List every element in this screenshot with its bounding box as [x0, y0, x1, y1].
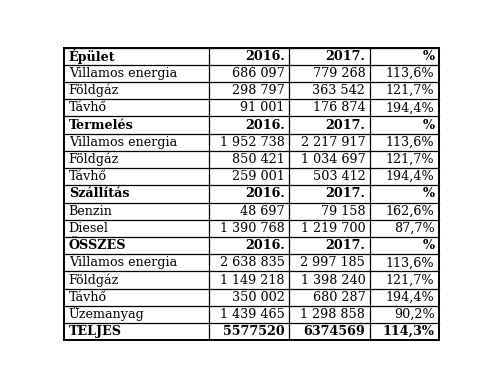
Text: 503 412: 503 412: [313, 170, 365, 183]
Text: 1 439 465: 1 439 465: [220, 308, 285, 321]
Text: 363 542: 363 542: [313, 84, 365, 97]
Text: 2017.: 2017.: [325, 50, 365, 63]
Text: 850 421: 850 421: [232, 153, 285, 166]
Text: 2017.: 2017.: [325, 239, 365, 252]
Text: 2016.: 2016.: [245, 239, 285, 252]
Text: 194,4%: 194,4%: [386, 101, 435, 114]
Text: 121,7%: 121,7%: [386, 153, 435, 166]
Text: Épület: Épület: [69, 49, 116, 64]
Text: Diesel: Diesel: [69, 222, 109, 235]
Text: Villamos energia: Villamos energia: [69, 256, 177, 269]
Text: 1 298 858: 1 298 858: [300, 308, 365, 321]
Text: 2 217 917: 2 217 917: [301, 136, 365, 149]
Text: 2016.: 2016.: [245, 50, 285, 63]
Text: 176 874: 176 874: [313, 101, 365, 114]
Text: 6374569: 6374569: [303, 325, 365, 338]
Text: %: %: [422, 239, 435, 252]
Text: 2017.: 2017.: [325, 187, 365, 200]
Text: Földgáz: Földgáz: [69, 273, 119, 287]
Text: 194,4%: 194,4%: [386, 170, 435, 183]
Text: Távhő: Távhő: [69, 291, 107, 304]
Text: 2 638 835: 2 638 835: [220, 256, 285, 269]
Text: 2 997 185: 2 997 185: [300, 256, 365, 269]
Text: ÖSSZES: ÖSSZES: [69, 239, 126, 252]
Text: 113,6%: 113,6%: [386, 136, 435, 149]
Text: 5577520: 5577520: [223, 325, 285, 338]
Text: 114,3%: 114,3%: [383, 325, 435, 338]
Text: 1 219 700: 1 219 700: [301, 222, 365, 235]
Text: %: %: [422, 187, 435, 200]
Text: 686 097: 686 097: [232, 67, 285, 80]
Text: Villamos energia: Villamos energia: [69, 136, 177, 149]
Text: 121,7%: 121,7%: [386, 84, 435, 97]
Text: 680 287: 680 287: [313, 291, 365, 304]
Text: 162,6%: 162,6%: [386, 205, 435, 218]
Text: %: %: [422, 50, 435, 63]
Text: 87,7%: 87,7%: [394, 222, 435, 235]
Text: 113,6%: 113,6%: [386, 256, 435, 269]
Text: 48 697: 48 697: [240, 205, 285, 218]
Text: 91 001: 91 001: [240, 101, 285, 114]
Text: Földgáz: Földgáz: [69, 84, 119, 98]
Text: 121,7%: 121,7%: [386, 273, 435, 286]
Text: Benzin: Benzin: [69, 205, 113, 218]
Text: 2016.: 2016.: [245, 187, 285, 200]
Text: 79 158: 79 158: [320, 205, 365, 218]
Text: 2016.: 2016.: [245, 119, 285, 132]
Text: 350 002: 350 002: [232, 291, 285, 304]
Text: 298 797: 298 797: [232, 84, 285, 97]
Text: TELJES: TELJES: [69, 325, 122, 338]
Text: 1 398 240: 1 398 240: [300, 273, 365, 286]
Text: %: %: [422, 119, 435, 132]
Text: 1 952 738: 1 952 738: [220, 136, 285, 149]
Text: 90,2%: 90,2%: [394, 308, 435, 321]
Text: Termelés: Termelés: [69, 119, 134, 132]
Text: Távhő: Távhő: [69, 170, 107, 183]
Text: Földgáz: Földgáz: [69, 153, 119, 166]
Text: Üzemanyag: Üzemanyag: [69, 308, 145, 321]
Text: 2017.: 2017.: [325, 119, 365, 132]
Text: 194,4%: 194,4%: [386, 291, 435, 304]
Text: 779 268: 779 268: [313, 67, 365, 80]
Text: Villamos energia: Villamos energia: [69, 67, 177, 80]
Text: Távhő: Távhő: [69, 101, 107, 114]
Text: 1 390 768: 1 390 768: [220, 222, 285, 235]
Text: 113,6%: 113,6%: [386, 67, 435, 80]
Text: 259 001: 259 001: [232, 170, 285, 183]
Text: Szállítás: Szállítás: [69, 187, 129, 200]
Text: 1 149 218: 1 149 218: [220, 273, 285, 286]
Text: 1 034 697: 1 034 697: [300, 153, 365, 166]
